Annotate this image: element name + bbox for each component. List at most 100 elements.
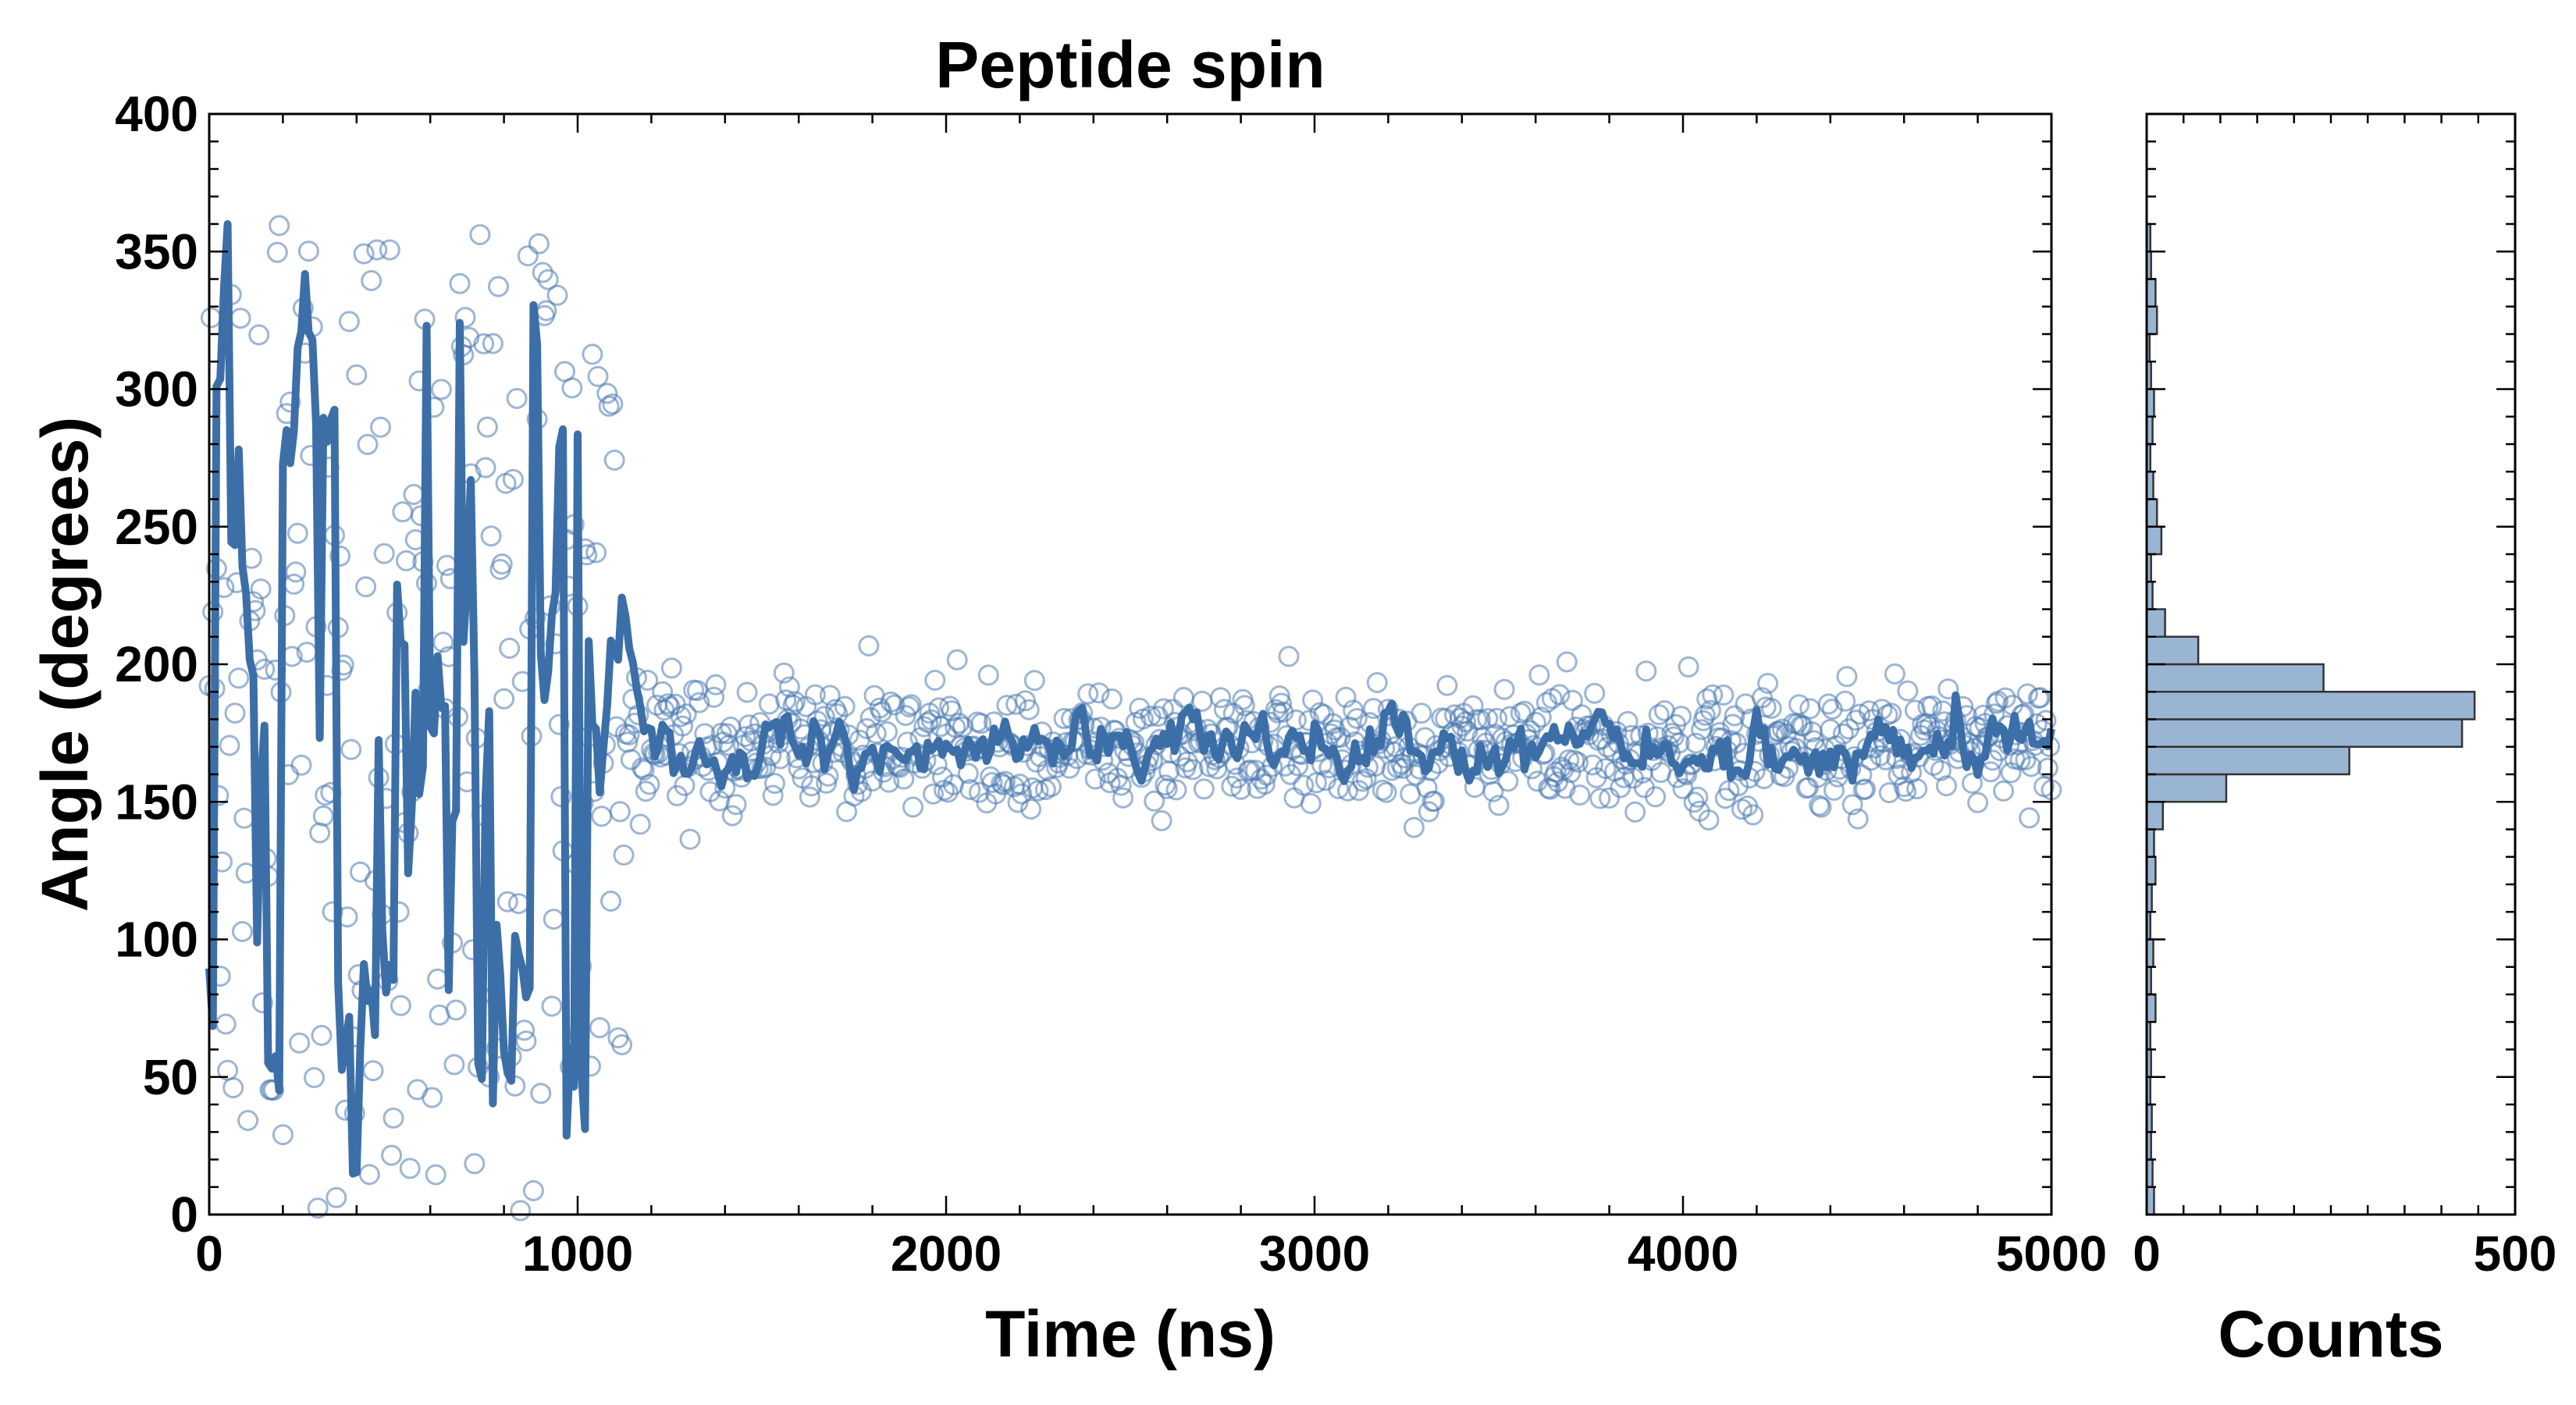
raw-sample-point [1567,752,1589,774]
raw-sample-point [1994,687,2016,709]
y-axis-label: Angle (degrees) [28,417,101,912]
raw-sample-point [370,416,391,438]
raw-sample-point [522,1180,544,1201]
raw-sample-point [725,794,747,816]
raw-sample-point [224,702,246,724]
raw-sample-point [392,501,414,523]
raw-sample-point [613,844,635,866]
raw-sample-point [289,1032,311,1054]
raw-sample-point [959,779,981,800]
raw-sample-point [430,379,452,400]
raw-sample-point [1760,698,1782,719]
raw-sample-point [346,364,368,386]
raw-sample-point [1254,774,1276,795]
raw-sample-point [1753,768,1775,790]
raw-sample-point [2009,749,2031,771]
raw-sample-point [1648,704,1670,726]
raw-sample-point [877,721,898,743]
raw-sample-point [688,692,710,713]
histogram-bar [2145,745,2350,776]
raw-sample-point [589,1017,610,1039]
raw-sample-point [1403,816,1425,838]
raw-sample-point [1375,781,1397,803]
raw-sample-point [1921,695,1943,717]
raw-sample-point [898,696,920,718]
raw-sample-point [286,522,308,544]
raw-sample-point [657,693,679,715]
raw-sample-point [1595,758,1617,780]
raw-sample-point [422,1087,443,1108]
raw-sample-point [309,822,331,844]
raw-sample-point [1298,710,1320,731]
raw-sample-point [902,796,923,818]
raw-sample-point [546,284,568,306]
raw-sample-point [355,576,377,598]
x-tick-label: 1000 [522,1225,633,1282]
y-tick-label: 250 [115,499,198,555]
histogram-bar [2145,663,2325,693]
x-tick-label: 0 [195,1225,223,1282]
raw-sample-point [322,901,343,923]
raw-sample-point [878,771,900,793]
histogram-bar [2145,718,2464,748]
x-tick-label: 4000 [1628,1225,1738,1282]
histogram-bar [2145,855,2157,886]
raw-sample-point [1530,706,1552,728]
raw-sample-point [1799,698,1821,720]
raw-sample-point [229,308,251,329]
raw-sample-point [499,638,521,659]
raw-sample-point [396,550,417,571]
raw-sample-point [1153,698,1174,720]
raw-sample-point [480,525,502,547]
raw-sample-point [834,695,856,717]
raw-sample-point [587,365,609,387]
raw-sample-point [1823,779,1845,801]
raw-sample-point [600,891,621,912]
raw-sample-point [1549,684,1571,706]
x-tick-label: 3000 [1259,1225,1370,1282]
raw-sample-point [1009,774,1030,795]
smoothed-trace-line [205,220,2055,1178]
raw-sample-point [694,723,716,745]
raw-sample-point [517,245,539,267]
raw-sample-point [1144,790,1165,812]
raw-sample-point [735,726,756,748]
raw-sample-point [353,243,375,265]
raw-sample-point [764,773,785,795]
raw-sample-point [1556,651,1578,673]
raw-sample-point [1233,695,1255,717]
raw-sample-point [1624,801,1646,823]
raw-sample-point [1486,707,1508,729]
histogram-bar [2145,691,2476,720]
raw-sample-point [1817,693,1839,715]
raw-sample-point [785,691,806,713]
raw-sample-point [1077,683,1099,705]
y-tick-label: 0 [170,1186,198,1243]
raw-sample-point [609,801,631,823]
raw-sample-point [679,828,701,850]
histogram-plot: 0 500 Counts [2133,112,2556,1371]
raw-sample-point [1596,736,1618,758]
raw-sample-point [1015,690,1036,712]
raw-sample-point [585,542,607,564]
raw-sample-point [266,241,288,263]
raw-sample-point [373,542,395,564]
raw-sample-point [1488,795,1510,816]
raw-sample-point [639,774,660,795]
raw-sample-point [1884,663,1905,685]
raw-sample-point [340,738,362,760]
raw-sample-point [382,1107,404,1129]
histogram-bar [2145,525,2163,556]
raw-sample-point [1193,778,1215,800]
raw-sample-point [222,1077,244,1099]
raw-sample-point [403,484,425,505]
raw-sample-point [454,307,476,329]
raw-sample-point [618,724,640,745]
raw-sample-point [1870,745,1891,767]
raw-sample-point [1713,684,1735,706]
raw-sample-point [469,224,491,246]
raw-sample-point [326,1186,347,1208]
raw-sample-point [1687,786,1709,808]
main-data-layer [198,215,2062,1222]
raw-sample-point [736,681,758,703]
